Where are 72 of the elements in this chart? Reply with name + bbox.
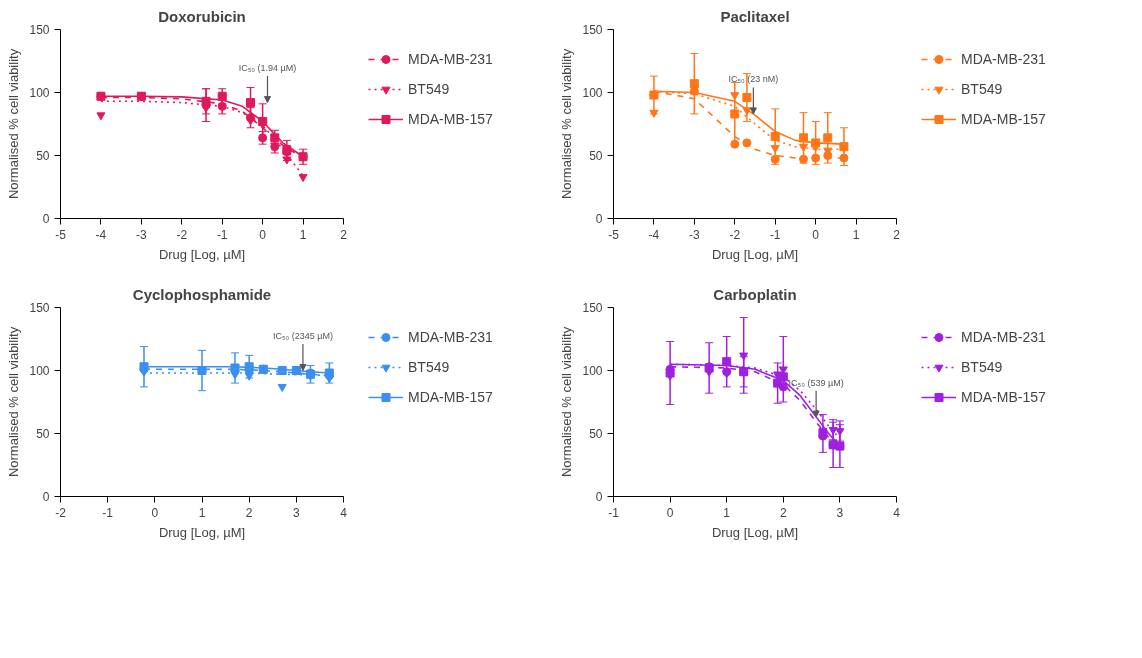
y-tick-label: 0 xyxy=(595,490,603,504)
y-tick-label: 150 xyxy=(582,23,603,37)
y-tick-label: 0 xyxy=(595,212,603,226)
annotation: IC₅₀ (539 µM) xyxy=(788,377,844,388)
x-tick-label: -2 xyxy=(55,505,67,520)
chart-title: Cyclophosphamide xyxy=(132,285,272,303)
y-tick-label: 50 xyxy=(36,149,50,163)
x-axis-title: Drug [Log, µM] xyxy=(158,524,246,540)
y-axis-title: Normalised % cell viability xyxy=(559,326,575,478)
chart-title: Carboplatin xyxy=(713,285,797,303)
x-tick-label: -3 xyxy=(136,227,148,242)
legend-label: MDA-MB-231 xyxy=(408,51,493,67)
legend-label: BT549 xyxy=(961,81,1003,97)
legend-label: BT549 xyxy=(408,81,450,97)
x-axis-title: Drug [Log, µM] xyxy=(711,524,799,540)
y-tick-label: 100 xyxy=(582,364,603,378)
y-tick-label: 50 xyxy=(589,149,603,163)
x-tick-label: -2 xyxy=(176,227,188,242)
x-tick-label: 2 xyxy=(245,505,253,520)
y-axis-title: Normalised % cell viability xyxy=(559,48,575,200)
legend-label: MDA-MB-231 xyxy=(961,51,1046,67)
x-tick-label: 0 xyxy=(666,505,674,520)
x-tick-label: -2 xyxy=(729,227,741,242)
y-tick-label: 100 xyxy=(29,86,50,100)
annotation: IC₅₀ (2345 µM) xyxy=(272,331,333,342)
x-tick-label: -1 xyxy=(216,227,228,242)
legend-label: MDA-MB-231 xyxy=(408,329,493,345)
y-axis-title: Normalised % cell viability xyxy=(6,48,22,200)
x-tick-label: 0 xyxy=(151,505,159,520)
legend-label: MDA-MB-157 xyxy=(961,111,1046,127)
x-tick-label: 2 xyxy=(893,227,901,242)
x-tick-label: -1 xyxy=(102,505,114,520)
y-tick-label: 150 xyxy=(29,301,50,315)
x-tick-label: -5 xyxy=(55,227,67,242)
x-tick-label: -5 xyxy=(608,227,620,242)
y-tick-label: 0 xyxy=(42,490,50,504)
x-tick-label: -1 xyxy=(769,227,781,242)
y-tick-label: 50 xyxy=(589,427,603,441)
chart-title: Doxorubicin xyxy=(158,7,246,25)
x-tick-label: 0 xyxy=(259,227,267,242)
x-axis-title: Drug [Log, µM] xyxy=(711,246,799,262)
legend-label: BT549 xyxy=(408,359,450,375)
x-tick-label: 1 xyxy=(852,227,860,242)
y-tick-label: 0 xyxy=(42,212,50,226)
x-tick-label: -4 xyxy=(95,227,107,242)
x-tick-label: 1 xyxy=(723,505,731,520)
annotation: IC₅₀ (1.94 µM) xyxy=(238,63,297,74)
x-tick-label: 2 xyxy=(779,505,787,520)
x-tick-label: -4 xyxy=(648,227,660,242)
y-tick-label: 50 xyxy=(36,427,50,441)
x-tick-label: 0 xyxy=(812,227,820,242)
x-tick-label: 4 xyxy=(340,505,348,520)
y-axis-title: Normalised % cell viability xyxy=(6,326,22,478)
x-tick-label: 1 xyxy=(299,227,307,242)
legend-label: BT549 xyxy=(961,359,1003,375)
y-tick-label: 100 xyxy=(582,86,603,100)
y-tick-label: 100 xyxy=(29,364,50,378)
legend-label: MDA-MB-157 xyxy=(408,389,493,405)
x-axis-title: Drug [Log, µM] xyxy=(158,246,246,262)
x-tick-label: -3 xyxy=(689,227,701,242)
x-tick-label: 2 xyxy=(340,227,348,242)
x-tick-label: 3 xyxy=(293,505,300,520)
y-tick-label: 150 xyxy=(582,301,603,315)
chart-title: Paclitaxel xyxy=(720,7,790,25)
x-tick-label: 4 xyxy=(893,505,901,520)
legend-label: MDA-MB-157 xyxy=(408,111,493,127)
x-tick-label: 1 xyxy=(198,505,206,520)
legend-label: MDA-MB-157 xyxy=(961,389,1046,405)
legend-label: MDA-MB-231 xyxy=(961,329,1046,345)
x-tick-label: 3 xyxy=(836,505,844,520)
y-tick-label: 150 xyxy=(29,23,50,37)
x-tick-label: -1 xyxy=(608,505,620,520)
